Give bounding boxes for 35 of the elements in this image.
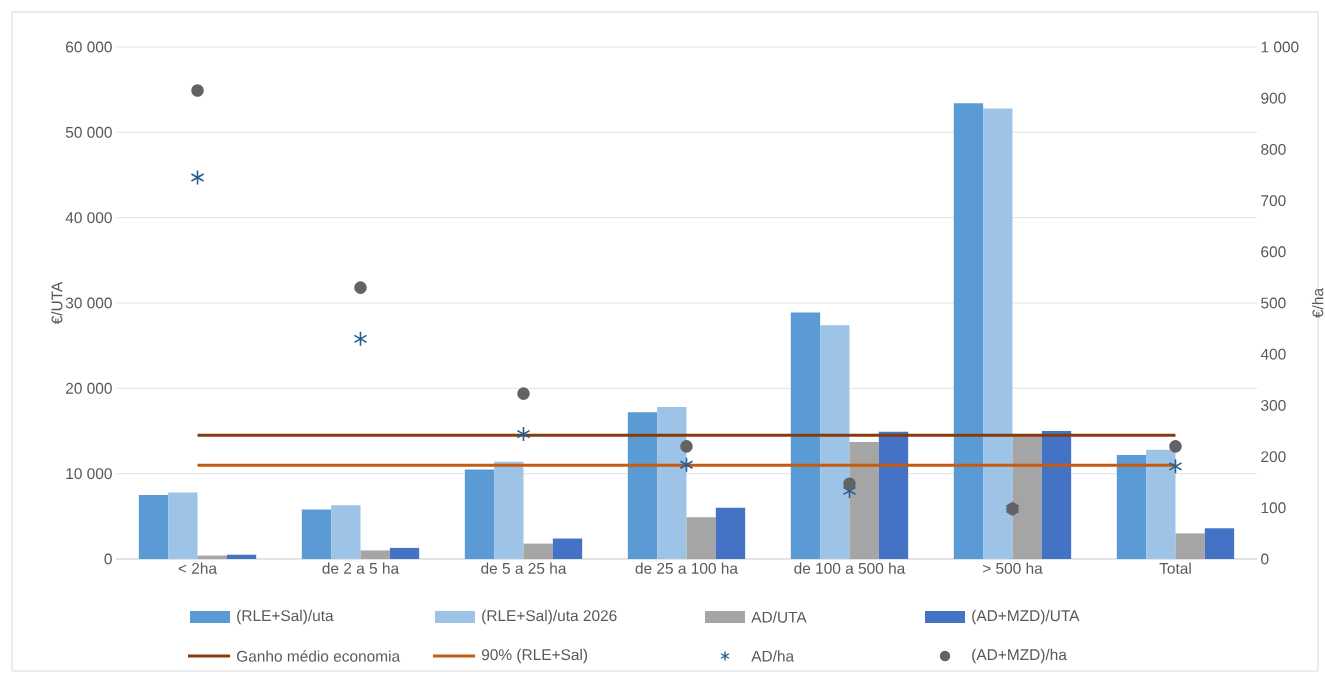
x-tick-label: de 25 a 100 ha (635, 562, 738, 574)
y-axis-title: €/UTA (51, 281, 63, 325)
x-tick-label: de 5 a 25 ha (481, 562, 567, 574)
y-tick-label: 10 000 (66, 468, 112, 480)
y-tick-label: 60 000 (66, 41, 112, 53)
y-tick-label: 20 000 (66, 382, 112, 394)
legend-label: AD/UTA (751, 611, 807, 623)
x-tick-label: < 2ha (178, 562, 218, 574)
y2-tick-label: 800 (1261, 143, 1286, 155)
y2-tick-label: 900 (1261, 92, 1286, 104)
y2-tick-label: 1 000 (1261, 41, 1299, 53)
y-tick-label: 40 000 (65, 212, 112, 224)
y-tick-label: 30 000 (65, 297, 112, 309)
x-tick-label: de 100 a 500 ha (794, 562, 906, 574)
x-tick-label: > 500 ha (982, 562, 1043, 574)
y2-tick-label: 500 (1261, 297, 1286, 309)
y2-tick-label: 300 (1261, 399, 1286, 411)
legend-label: (RLE+Sal)/uta 2026 (482, 609, 617, 625)
y2-tick-label: 700 (1261, 195, 1286, 207)
legend-label: Ganho médio economia (236, 650, 401, 662)
legend-label: 90% (RLE+Sal) (481, 648, 588, 664)
legend-label: AD/ha (751, 650, 795, 662)
y2-tick-label: 0 (1261, 553, 1269, 565)
legend-label: (RLE+Sal)/uta (237, 609, 334, 625)
y2-tick-label: 400 (1260, 348, 1286, 360)
x-tick-label: de 2 a 5 ha (322, 562, 400, 574)
y2-tick-label: 600 (1261, 246, 1286, 258)
y2-tick-label: 200 (1261, 451, 1286, 463)
legend-label: (AD+MZD)/ha (972, 648, 1067, 664)
x-tick-label: Total (1159, 562, 1191, 574)
legend-label: (AD+MZD)/UTA (972, 609, 1080, 625)
y-tick-label: 50 000 (65, 126, 112, 138)
y2-tick-label: 100 (1261, 502, 1286, 514)
y2-axis-title: €/ha (1311, 287, 1324, 318)
y-tick-label: 0 (104, 553, 112, 565)
